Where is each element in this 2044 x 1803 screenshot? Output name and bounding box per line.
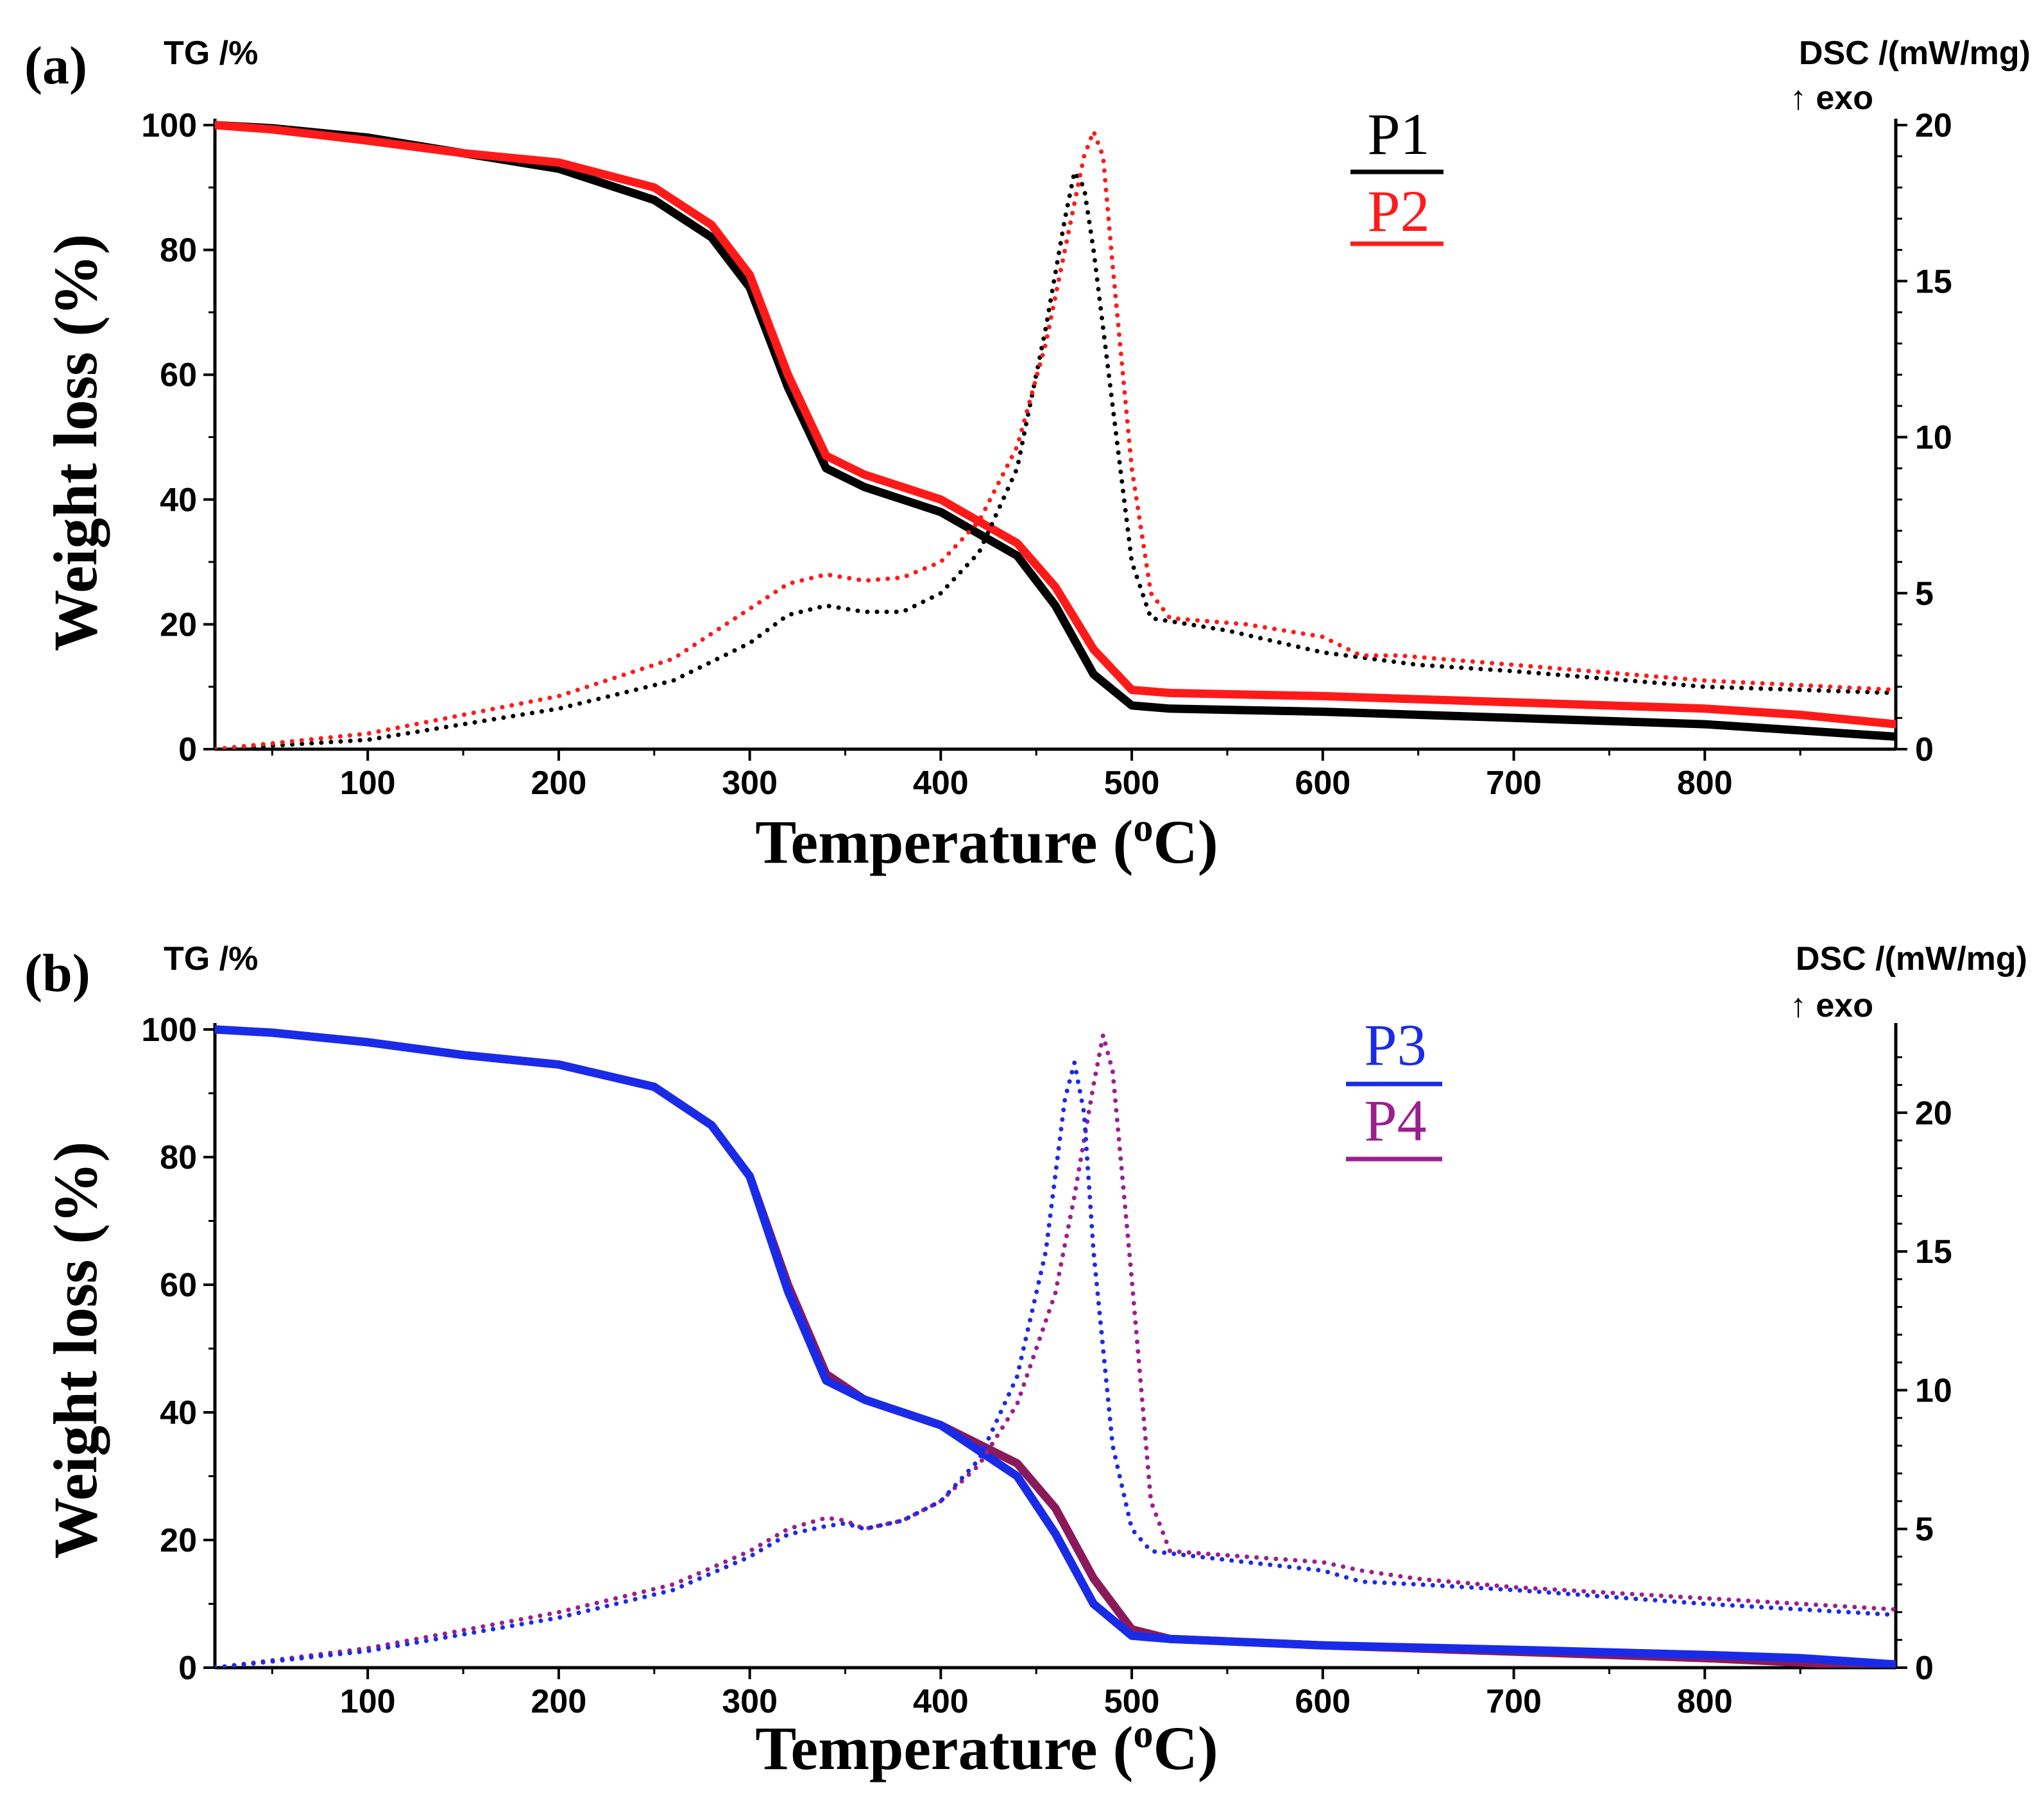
x-tick-label: 700: [1486, 1683, 1542, 1720]
x-tick-label: 100: [340, 1683, 396, 1720]
legend-label-p1: P1: [1367, 101, 1429, 167]
tg-axis-title: TG /%: [164, 940, 258, 978]
x-tick-label: 300: [722, 1683, 778, 1720]
panel-label: (a): [24, 36, 87, 96]
exo-label: ↑ exo: [1790, 80, 1873, 117]
exo-label: ↑ exo: [1790, 987, 1873, 1024]
y2-tick-label: 15: [1915, 1233, 1952, 1271]
x-tick-label: 100: [340, 765, 396, 802]
y2-tick-label: 10: [1915, 1372, 1952, 1409]
chart-panel-a: (a) 100 200 300 400 500 600 700 800 0 20 40 60 80 100 0…: [24, 35, 2031, 876]
dsc-axis-title: DSC /(mW/mg): [1799, 35, 2031, 72]
series-group: [215, 121, 1896, 749]
y-axis-title: Weight loss (%): [41, 234, 110, 652]
y-tick-label: 40: [160, 1394, 197, 1432]
x-axis-title-text: Temperature (: [755, 1714, 1133, 1782]
x-axis-title: Temperature (oC): [755, 1713, 1218, 1782]
x-tick-label: 400: [913, 1683, 969, 1720]
x-tick-label: 200: [531, 1683, 587, 1720]
x-axis-title-sup: o: [1133, 806, 1153, 850]
tg-axis-title: TG /%: [164, 35, 258, 72]
y-tick-label: 60: [160, 357, 197, 394]
x-axis-title: Temperature (oC): [755, 806, 1218, 876]
y-tick-label: 80: [160, 232, 197, 269]
y-tick-label: 20: [160, 606, 197, 643]
p4-tg-line: [215, 1025, 1896, 1668]
p3-tg-line: [215, 1025, 1896, 1668]
y-tick-label: 100: [141, 1012, 197, 1049]
x-tick-label: 600: [1295, 765, 1350, 802]
x-tick-label: 800: [1677, 1683, 1733, 1720]
y2-tick-label: 5: [1915, 575, 1934, 613]
dsc-axis-title: DSC /(mW/mg): [1796, 940, 2027, 978]
y2-tick-label: 10: [1915, 419, 1952, 457]
y-tick-label: 0: [178, 1650, 197, 1687]
y2-tick-label: 0: [1915, 731, 1934, 768]
y2-tick-label: 20: [1915, 1095, 1952, 1132]
x-axis-title-sup: o: [1133, 1713, 1153, 1756]
x-tick-label: 400: [913, 765, 969, 802]
x-tick-label: 500: [1104, 765, 1160, 802]
y-axis-title: Weight loss (%): [41, 1142, 110, 1559]
x-tick-label: 600: [1295, 1683, 1350, 1720]
p2-dsc-line: [215, 129, 1896, 749]
x-axis-title-end: C): [1153, 808, 1218, 876]
legend-label-p4: P4: [1364, 1088, 1426, 1153]
x-axis-title-end: C): [1153, 1714, 1218, 1782]
y2-tick-label: 0: [1915, 1650, 1934, 1687]
p2-tg-line: [215, 121, 1896, 729]
legend-label-p2: P2: [1367, 178, 1429, 244]
p1-tg-line: [215, 121, 1896, 741]
y2-tick-label: 20: [1915, 107, 1952, 144]
panel-label: (b): [24, 944, 90, 1003]
x-tick-label: 200: [531, 765, 587, 802]
p4-dsc-line: [215, 1033, 1896, 1668]
y-tick-label: 20: [160, 1522, 197, 1559]
x-tick-label: 500: [1104, 1683, 1160, 1720]
series-group: [215, 1025, 1896, 1668]
y-tick-label: 40: [160, 482, 197, 519]
x-axis-title-text: Temperature (: [755, 808, 1133, 876]
x-tick-label: 300: [722, 765, 778, 802]
y-tick-label: 100: [141, 107, 197, 144]
y2-tick-label: 15: [1915, 263, 1952, 300]
p3-dsc-line: [215, 1060, 1896, 1668]
y-tick-label: 80: [160, 1139, 197, 1176]
y-tick-label: 0: [178, 731, 197, 768]
y-tick-label: 60: [160, 1267, 197, 1304]
x-tick-label: 700: [1486, 765, 1542, 802]
y2-tick-label: 5: [1915, 1511, 1934, 1548]
p1-dsc-line: [215, 169, 1896, 749]
x-tick-label: 800: [1677, 765, 1733, 802]
chart-panel-b: (b) 100 200 300 400 500 600 700 800 0 20 40 60 80 100 0…: [24, 940, 2027, 1782]
legend-label-p3: P3: [1364, 1012, 1426, 1078]
